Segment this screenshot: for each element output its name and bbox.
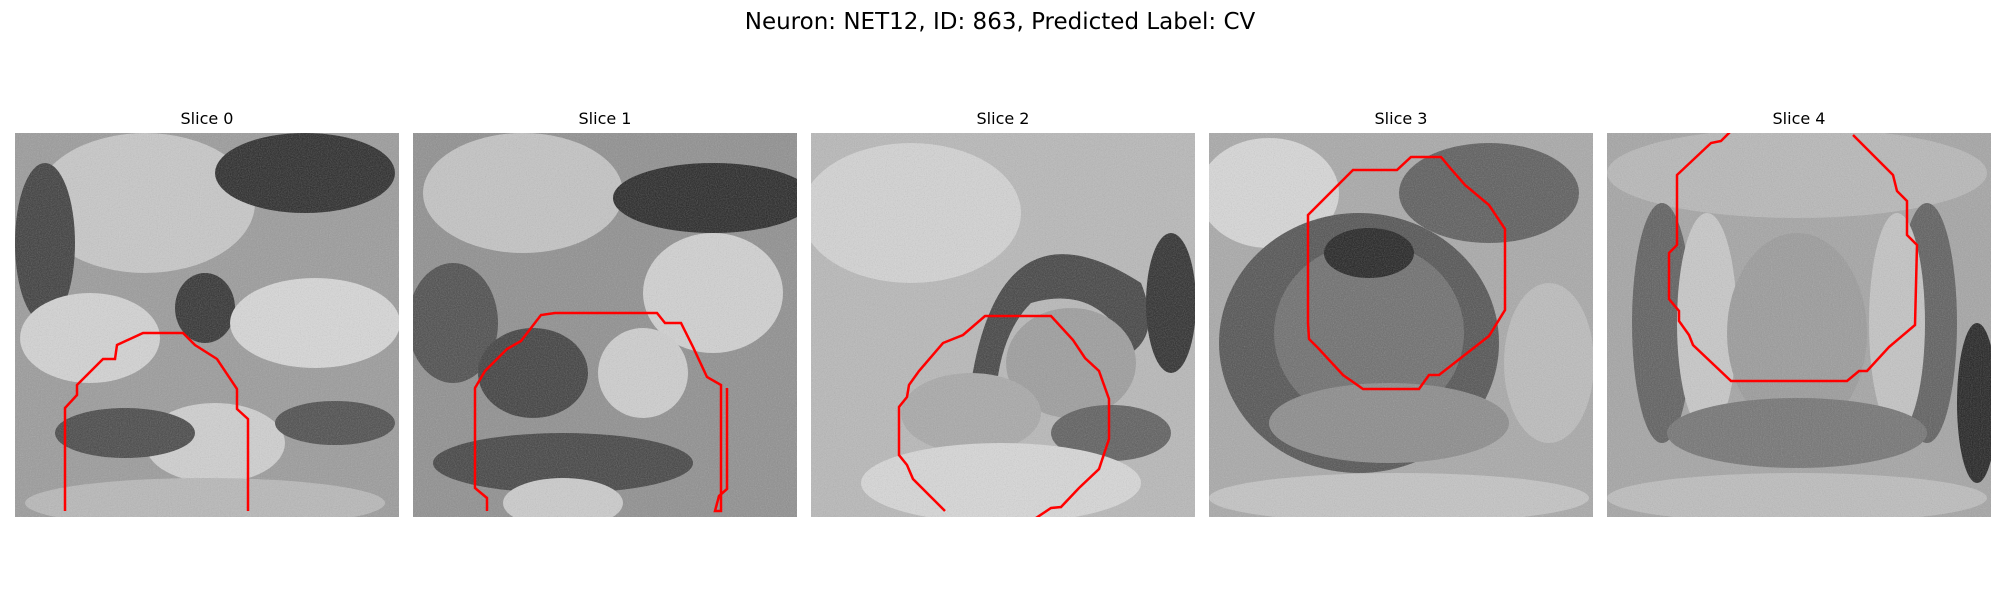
slice-image (15, 133, 399, 517)
slice-title: Slice 3 (1374, 109, 1428, 128)
slice-image (1607, 133, 1991, 517)
segmentation-contour (1306, 155, 1507, 391)
segmentation-contour (897, 314, 1111, 517)
segmentation-contour (473, 311, 729, 513)
slice-image (811, 133, 1195, 517)
figure-title: Neuron: NET12, ID: 863, Predicted Label:… (744, 9, 1256, 35)
pixel-noise (413, 133, 797, 517)
slice-image (413, 133, 797, 517)
slice-image (1209, 133, 1593, 517)
slice-title: Slice 2 (976, 109, 1030, 128)
slice-title: Slice 4 (1772, 109, 1826, 128)
pixel-noise (811, 133, 1195, 517)
slice-title: Slice 1 (578, 109, 632, 128)
pixel-noise (15, 133, 399, 517)
pixel-noise (1607, 133, 1991, 517)
slice-title: Slice 0 (180, 109, 234, 128)
segmentation-contour (63, 331, 250, 511)
pixel-noise (1209, 133, 1593, 517)
segmentation-contour (1667, 133, 1919, 383)
